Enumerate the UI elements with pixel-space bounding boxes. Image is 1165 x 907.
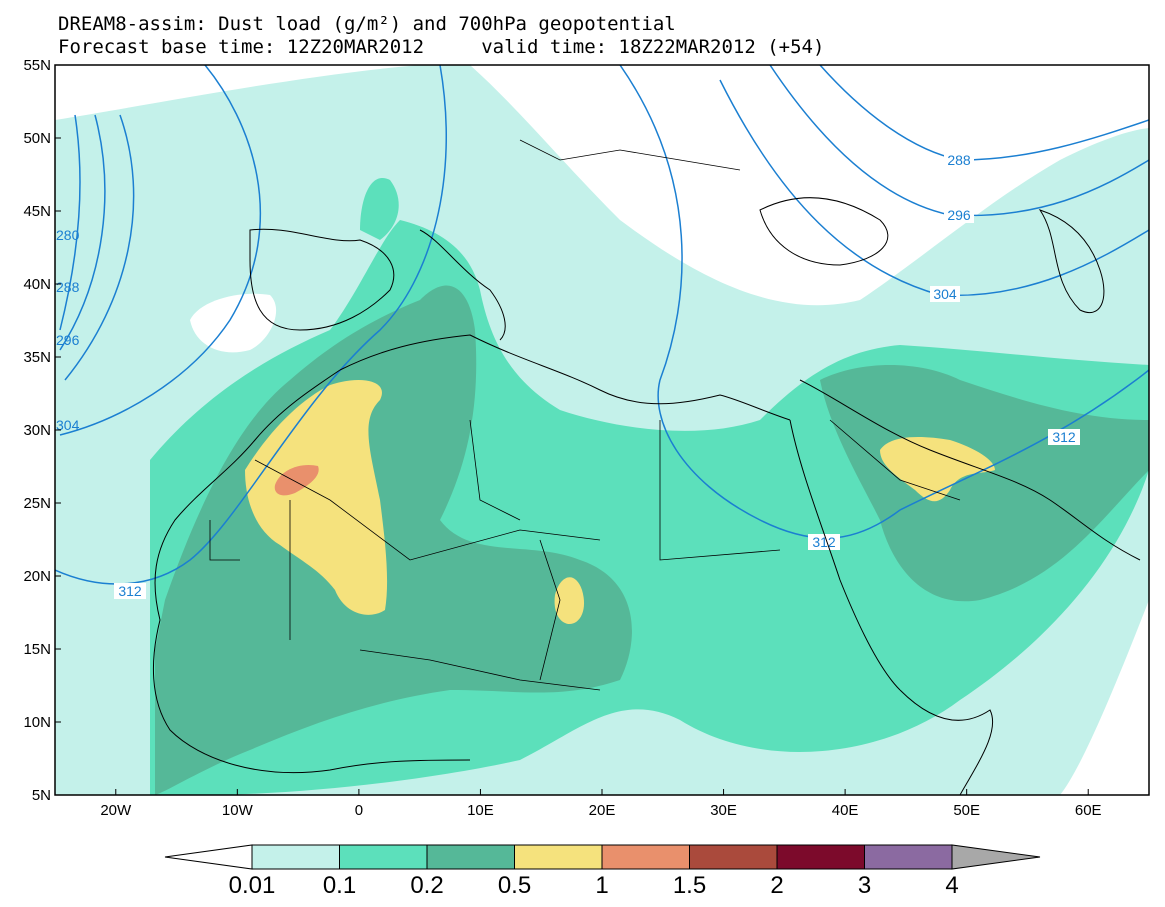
border-line (829, 419, 961, 501)
coastline-iberia (249, 228, 395, 331)
border-line (539, 539, 561, 681)
lon-tick-label: 60E (1075, 802, 1102, 819)
contour-label: 280 (56, 227, 80, 243)
border-line (254, 459, 601, 561)
lat-tick-label: 45N (23, 203, 51, 220)
colorbar-segment (426, 844, 515, 870)
dust-band-0.2 (155, 285, 632, 795)
colorbar-segment (864, 844, 953, 870)
chart-title-line1: DREAM8-assim: Dust load (g/m²) and 700hP… (58, 13, 676, 35)
lon-tick-label: 40E (832, 802, 859, 819)
dust-shading (55, 65, 1149, 795)
dust-band-0.1-north (360, 178, 399, 240)
dust-band-0.5 (245, 380, 388, 615)
contour-label: 304 (933, 286, 957, 302)
contour-label: 296 (56, 332, 80, 348)
contour-line-312-west (55, 65, 448, 585)
contour-label: 288 (56, 279, 80, 295)
colorbar-label: 0.1 (322, 872, 357, 899)
coastline-red-sea (789, 419, 901, 691)
border-line (209, 520, 240, 561)
lat-tick-label: 40N (23, 276, 51, 293)
longitude-axis: 20W 10W 0 10E 20E 30E 40E 50E 60E (100, 789, 1102, 819)
border-line (519, 139, 741, 171)
colorbar-label: 1 (595, 872, 609, 899)
lat-tick-label: 50N (23, 130, 51, 147)
chart-title-line2: Forecast base time: 12Z20MAR2012 valid t… (58, 36, 825, 58)
colorbar-segment (601, 844, 690, 870)
colorbar-label: 4 (945, 872, 959, 899)
coastline-north-africa (339, 334, 791, 421)
dust-band-0.5-chad (554, 577, 585, 625)
lon-tick-label: 0 (355, 802, 363, 819)
coastline-west-africa (153, 369, 471, 774)
lat-tick-label: 5N (32, 787, 51, 804)
contour-line-296 (64, 114, 135, 381)
coastlines (153, 197, 1141, 795)
dust-band-0.2-arabia (820, 365, 1149, 602)
colorbar-label: 0.5 (497, 872, 532, 899)
contour-label: 296 (947, 207, 971, 223)
coastline-horn (899, 689, 994, 795)
contour-labels: 288 296 304 312 312 312 280 288 296 304 (56, 152, 1080, 599)
lon-tick-label: 30E (710, 802, 737, 819)
border-line (359, 649, 601, 691)
lat-tick-label: 25N (23, 495, 51, 512)
colorbar-segment (251, 844, 340, 870)
lat-tick-label: 20N (23, 568, 51, 585)
colorbar-segment (776, 844, 865, 870)
dust-clear-area (190, 293, 277, 353)
contour-line-280 (59, 114, 81, 331)
colorbar-label: 3 (857, 872, 872, 899)
lon-tick-label: 50E (953, 802, 980, 819)
colorbar-segment (339, 844, 428, 870)
colorbar-label: 2 (770, 872, 784, 899)
coastline-black-sea (759, 197, 889, 266)
contour-label: 312 (1052, 429, 1076, 445)
contour-label: 288 (947, 152, 971, 168)
lon-tick-label: 10W (222, 802, 254, 819)
border-line (659, 420, 781, 561)
lon-tick-label: 20E (589, 802, 616, 819)
colorbar-segment (514, 844, 603, 870)
lat-tick-label: 35N (23, 349, 51, 366)
contour-line-288 (59, 114, 106, 351)
contour-label: 304 (56, 417, 80, 433)
latitude-axis: 55N 50N 45N 40N 35N 30N 25N 20N 15N 10N 5N (23, 57, 61, 804)
coastline-italy (419, 229, 506, 341)
lon-tick-label: 20W (100, 802, 132, 819)
lat-tick-label: 30N (23, 422, 51, 439)
contour-line-304 (59, 65, 261, 436)
coastline-caspian (1038, 209, 1105, 313)
contour-line-312-east (619, 65, 1149, 539)
border-line (469, 419, 521, 521)
lat-tick-label: 15N (23, 641, 51, 658)
colorbar-label: 0.01 (228, 872, 276, 899)
colorbar-label: 0.2 (410, 872, 444, 899)
dust-band-1 (274, 464, 319, 496)
lat-tick-label: 10N (23, 714, 51, 731)
coastline-arabia (799, 379, 1141, 561)
colorbar-over-triangle (951, 844, 1041, 870)
lon-tick-label: 10E (467, 802, 494, 819)
lat-tick-label: 55N (23, 57, 51, 74)
colorbar-segment (689, 844, 778, 870)
contour-label: 312 (812, 534, 836, 550)
colorbar-label: 1.5 (672, 872, 707, 899)
contour-label: 312 (118, 583, 142, 599)
dust-band-0.5-gulf (880, 437, 995, 502)
colorbar-under-triangle (164, 844, 253, 870)
country-borders (209, 139, 961, 691)
